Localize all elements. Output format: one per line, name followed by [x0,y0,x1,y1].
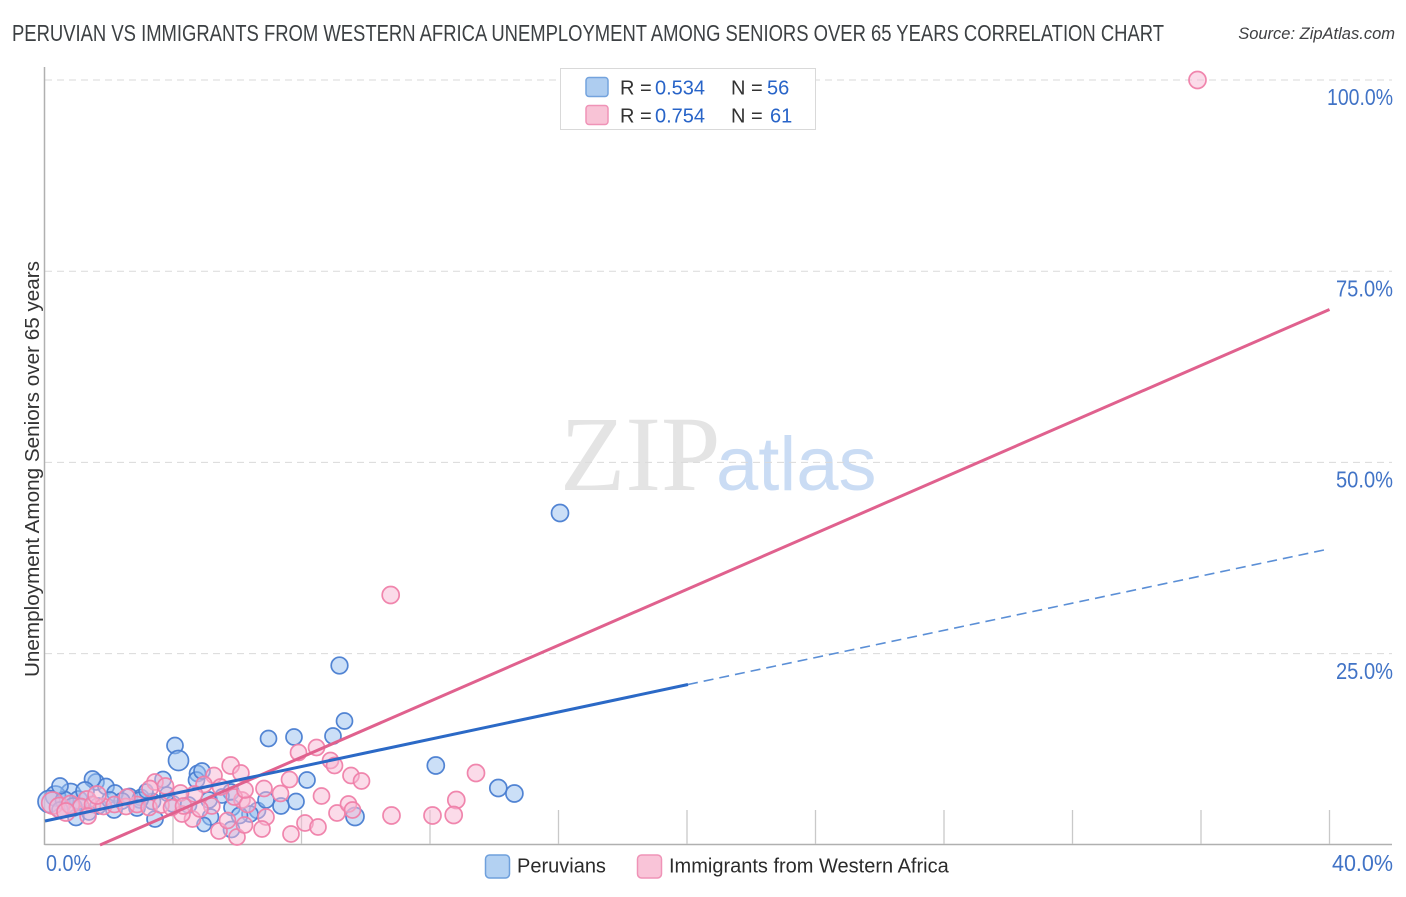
svg-text:Peruvians: Peruvians [517,856,606,878]
svg-text:PERUVIAN VS IMMIGRANTS FROM WE: PERUVIAN VS IMMIGRANTS FROM WESTERN AFRI… [12,20,1164,46]
svg-text:100.0%: 100.0% [1327,84,1393,110]
svg-text:25.0%: 25.0% [1336,658,1393,684]
svg-text:Immigrants from Western Africa: Immigrants from Western Africa [669,856,950,878]
svg-text:0.0%: 0.0% [46,850,91,876]
svg-text:75.0%: 75.0% [1336,276,1393,302]
svg-text:50.0%: 50.0% [1336,467,1393,493]
svg-text:Unemployment Among Seniors ove: Unemployment Among Seniors over 65 years [22,261,44,677]
svg-text:atlas: atlas [716,422,877,507]
svg-text:Source: ZipAtlas.com: Source: ZipAtlas.com [1238,25,1395,43]
svg-text:ZIP: ZIP [560,396,721,514]
svg-text:40.0%: 40.0% [1332,850,1393,876]
